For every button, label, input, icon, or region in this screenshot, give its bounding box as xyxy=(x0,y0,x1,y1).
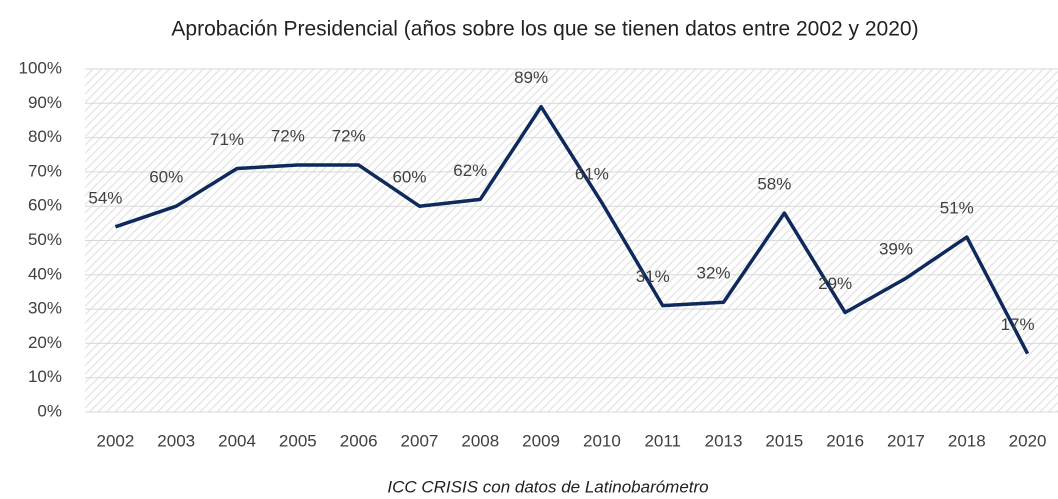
x-tick-label: 2003 xyxy=(157,431,195,450)
y-tick-label: 20% xyxy=(28,333,62,352)
data-label: 72% xyxy=(332,127,366,146)
caption: ICC CRISIS con datos de Latinobarómetro xyxy=(387,477,708,496)
y-tick-label: 50% xyxy=(28,230,62,249)
y-tick-label: 40% xyxy=(28,264,62,283)
y-tick-label: 0% xyxy=(37,401,62,420)
data-label: 60% xyxy=(392,168,426,187)
y-tick-label: 60% xyxy=(28,196,62,215)
data-label: 39% xyxy=(879,240,913,259)
line xyxy=(114,104,1030,355)
y-tick-label: 10% xyxy=(28,367,62,386)
x-tick-label: 2016 xyxy=(826,431,864,450)
x-tick-label: 2007 xyxy=(401,431,439,450)
data-label: 51% xyxy=(940,199,974,218)
chart-title: Aprobación Presidencial (años sobre los … xyxy=(171,18,918,41)
data-label: 32% xyxy=(697,264,731,283)
y-tick-label: 30% xyxy=(28,299,62,318)
x-tick-label: 2018 xyxy=(948,431,986,450)
x-tick-label: 2020 xyxy=(1009,431,1047,450)
data-label: 89% xyxy=(514,68,548,87)
data-label: 61% xyxy=(575,164,609,183)
data-label: 29% xyxy=(818,274,852,293)
x-tick-label: 2015 xyxy=(765,431,803,450)
y-tick-label: 90% xyxy=(28,93,62,112)
data-label: 54% xyxy=(88,188,122,207)
x-tick-label: 2011 xyxy=(644,431,681,450)
x-tick-label: 2002 xyxy=(96,431,134,450)
y-tick-label: 70% xyxy=(28,161,62,180)
data-label: 71% xyxy=(210,130,244,149)
data-label: 72% xyxy=(271,127,305,146)
x-tick-label: 2010 xyxy=(583,431,621,450)
x-tick-label: 2013 xyxy=(705,431,743,450)
x-tick-label: 2008 xyxy=(461,431,499,450)
data-label: 31% xyxy=(636,267,670,286)
x-tick-label: 2017 xyxy=(887,431,925,450)
data-label: 62% xyxy=(453,161,487,180)
data-label: 17% xyxy=(1001,315,1035,334)
data-label: 60% xyxy=(149,168,183,187)
x-tick-label: 2009 xyxy=(522,431,560,450)
x-tick-label: 2004 xyxy=(218,431,256,450)
x-tick-label: 2005 xyxy=(279,431,317,450)
data-label: 58% xyxy=(757,175,791,194)
y-tick-label: 100% xyxy=(19,58,62,77)
x-tick-label: 2006 xyxy=(340,431,378,450)
y-tick-label: 80% xyxy=(28,127,62,146)
